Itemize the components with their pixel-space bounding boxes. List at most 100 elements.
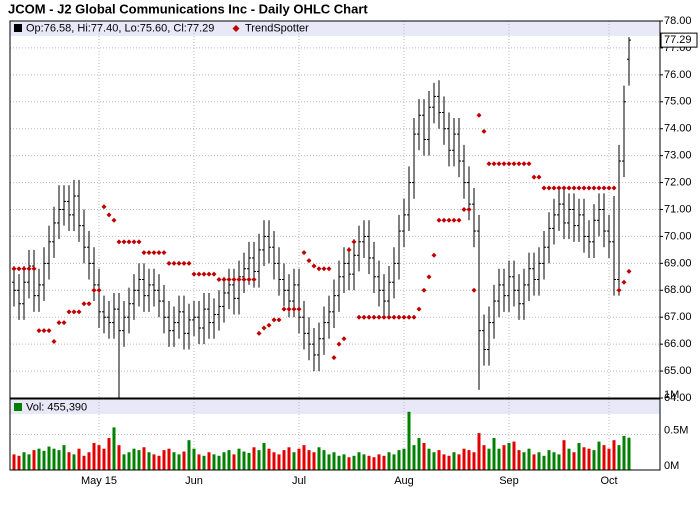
trendspotter-marker <box>561 185 567 191</box>
volume-bar <box>382 455 386 470</box>
trendspotter-marker <box>506 161 512 167</box>
trendspotter-marker <box>261 325 267 331</box>
volume-bar <box>162 450 166 470</box>
trendspotter-marker <box>136 239 142 245</box>
volume-bar <box>337 455 341 470</box>
trendspotter-marker <box>101 204 107 210</box>
volume-bar <box>32 450 36 470</box>
trendspotter-marker <box>571 185 577 191</box>
trendspotter-marker <box>276 317 282 323</box>
volume-bar <box>307 450 311 470</box>
trendspotter-marker <box>236 277 242 283</box>
trendspotter-marker <box>586 185 592 191</box>
volume-bar <box>282 450 286 470</box>
volume-bar <box>467 450 471 470</box>
volume-bar <box>267 448 271 470</box>
trendspotter-marker <box>256 330 262 336</box>
volume-bar <box>262 443 266 470</box>
trendspotter-marker <box>591 185 597 191</box>
volume-bar <box>122 454 126 470</box>
trendspotter-marker <box>81 301 87 307</box>
trendspotter-marker <box>31 266 37 272</box>
volume-bar <box>477 433 481 470</box>
trendspotter-marker <box>311 263 317 269</box>
trendspotter-marker <box>316 266 322 272</box>
trendspotter-marker <box>351 239 357 245</box>
volume-bar <box>217 455 221 470</box>
legend-band <box>10 21 660 36</box>
trendspotter-marker <box>181 260 187 266</box>
volume-bar <box>187 440 191 470</box>
trendspotter-marker <box>491 161 497 167</box>
trendspotter-marker <box>286 306 292 312</box>
volume-bar <box>232 454 236 470</box>
trendspotter-marker <box>511 161 517 167</box>
trendspotter-marker <box>186 260 192 266</box>
volume-bar <box>12 454 16 470</box>
volume-bar <box>137 450 141 470</box>
volume-bar <box>572 452 576 470</box>
trendspotter-marker <box>191 271 197 277</box>
trendspotter-marker <box>441 217 447 223</box>
volume-bar <box>72 454 76 470</box>
volume-bar <box>552 452 556 470</box>
volume-bar <box>407 411 411 470</box>
volume-bar <box>627 437 631 470</box>
volume-bar <box>92 443 96 470</box>
trendspotter-marker <box>266 322 272 328</box>
volume-bar <box>102 448 106 470</box>
volume-bar <box>502 445 506 470</box>
trendspotter-marker <box>56 320 62 326</box>
trendspotter-marker <box>231 277 237 283</box>
volume-bar <box>327 454 331 470</box>
trendspotter-marker <box>106 212 112 218</box>
volume-tick-label: 1M <box>664 389 679 401</box>
trendspotter-marker <box>221 277 227 283</box>
trendspotter-marker <box>566 185 572 191</box>
trendspotter-marker <box>146 250 152 256</box>
legend-text: Op:76.58, Hi:77.40, Lo:75.60, Cl:77.29 <box>26 22 214 34</box>
trendspotter-marker <box>96 287 102 293</box>
last-price-label: 77.29 <box>664 34 692 46</box>
volume-bar <box>557 454 561 470</box>
trendspotter-marker <box>51 338 57 344</box>
volume-bar <box>197 454 201 470</box>
volume-legend-text: Vol: 455,390 <box>26 401 87 413</box>
volume-bar <box>57 450 61 470</box>
x-tick-label: Aug <box>394 475 414 487</box>
trendspotter-marker <box>216 277 222 283</box>
volume-bar <box>272 452 276 470</box>
trendspotter-marker <box>251 277 257 283</box>
x-tick-label: Jun <box>185 475 203 487</box>
volume-bar <box>507 443 511 470</box>
trendspotter-marker <box>121 239 127 245</box>
trendspotter-marker <box>326 266 332 272</box>
volume-bar <box>97 445 101 470</box>
trendspotter-marker <box>46 328 52 334</box>
trendspotter-marker <box>71 309 77 315</box>
volume-bar <box>472 452 476 470</box>
volume-bar <box>147 452 151 470</box>
trendspotter-marker <box>61 320 67 326</box>
volume-bar <box>142 447 146 470</box>
trendspotter-marker <box>621 279 627 285</box>
trendspotter-marker <box>606 185 612 191</box>
trendspotter-marker <box>91 287 97 293</box>
y-tick-label: 76.00 <box>664 69 692 81</box>
x-tick-label: May 15 <box>81 475 117 487</box>
volume-bar <box>397 450 401 470</box>
trendspotter-marker <box>426 274 432 280</box>
volume-bar <box>317 447 321 470</box>
volume-bar <box>332 452 336 470</box>
volume-bar <box>512 441 516 470</box>
volume-bar <box>362 454 366 470</box>
volume-bar <box>297 448 301 470</box>
trendspotter-marker <box>476 112 482 118</box>
trendspotter-marker <box>526 161 532 167</box>
trendspotter-marker <box>451 217 457 223</box>
volume-bar <box>617 445 621 470</box>
volume-bar <box>367 455 371 470</box>
trendspotter-marker <box>151 250 157 256</box>
volume-bar <box>437 450 441 470</box>
